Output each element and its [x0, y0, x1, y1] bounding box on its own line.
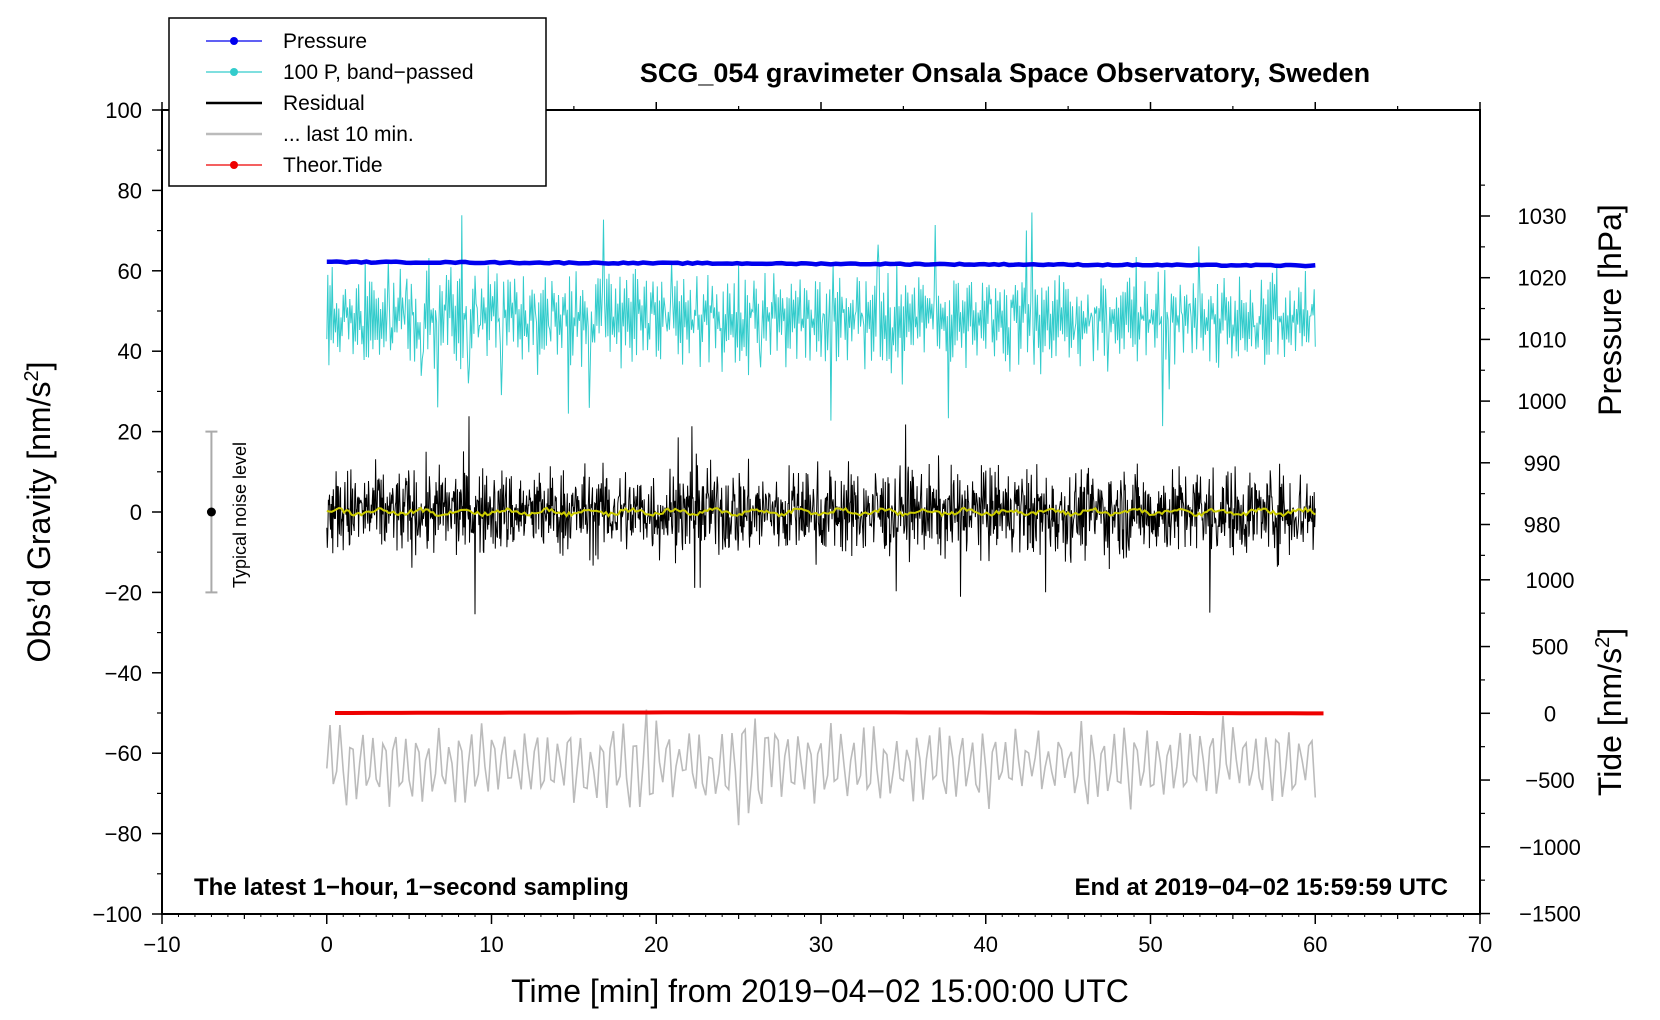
y-axis-title: Obs’d Gravity [nm/s2] [21, 362, 57, 663]
x-tick-label: 0 [321, 932, 333, 957]
pressure-tick-label: 1000 [1518, 389, 1567, 414]
tide-tick-label: 500 [1532, 635, 1569, 660]
end-time-note: End at 2019−04−02 15:59:59 UTC [1074, 874, 1448, 901]
y-tick-label: 0 [130, 500, 142, 525]
y-axis-title-sup: 2 [21, 370, 43, 381]
noise-level-label: Typical noise level [230, 442, 250, 588]
y-tick-label: −20 [105, 580, 142, 605]
legend-label: Residual [283, 92, 365, 115]
noise-center-dot [206, 507, 216, 517]
y-axis-title-end: ] [21, 362, 57, 371]
x-tick-label: 50 [1138, 932, 1162, 957]
series-theor-tide [335, 710, 1324, 716]
legend-label: Theor.Tide [283, 154, 383, 177]
legend-swatch-dot [230, 37, 238, 45]
y-tick-label: −60 [105, 741, 142, 766]
tide-axis-title: Tide [nm/s2] [1592, 628, 1628, 796]
tide-tick-label: −1000 [1519, 835, 1581, 860]
tide-tick-label: 1000 [1526, 568, 1575, 593]
series-last-10-min [326, 709, 1317, 826]
chart-title: SCG_054 gravimeter Onsala Space Observat… [640, 58, 1370, 88]
x-tick-label: 10 [479, 932, 503, 957]
pressure-tick-label: 1020 [1518, 266, 1567, 291]
series-smoothed-residual [326, 506, 1316, 518]
x-tick-label: 30 [809, 932, 833, 957]
legend-label: Pressure [283, 30, 367, 53]
series-pressure [326, 259, 1316, 269]
y-tick-label: −40 [105, 661, 142, 686]
legend-swatch-dot [230, 161, 238, 169]
series-residual [326, 416, 1316, 615]
y-tick-label: 40 [118, 339, 142, 364]
tide-tick-label: −500 [1525, 768, 1575, 793]
axes-layer: −10 0 10 20 30 40 50 60 70−100−80−60−40−20020406… [92, 98, 1580, 957]
y-tick-label: −100 [92, 902, 142, 927]
tide-axis-title-end: ] [1592, 628, 1628, 637]
legend: Pressure 100 P, band−passed Residual ... la… [168, 17, 547, 187]
y-tick-label: 20 [118, 420, 142, 445]
tide-tick-label: 0 [1544, 701, 1556, 726]
pressure-tick-label: 1030 [1518, 204, 1567, 229]
y-tick-label: −80 [105, 822, 142, 847]
tide-axis-title-sup: 2 [1592, 637, 1614, 648]
pressure-tick-label: 1010 [1518, 327, 1567, 352]
tide-axis-title-main: Tide [nm/s [1592, 648, 1628, 796]
pressure-axis-title: Pressure [hPa] [1592, 204, 1628, 416]
legend-label: ... last 10 min. [283, 123, 414, 146]
y-tick-label: 100 [105, 98, 142, 123]
sampling-note: The latest 1−hour, 1−second sampling [194, 874, 629, 901]
x-tick-label: 40 [974, 932, 998, 957]
x-tick-label: 70 [1468, 932, 1492, 957]
x-tick-label: 20 [644, 932, 668, 957]
x-tick-label: 60 [1303, 932, 1327, 957]
legend-swatch-dot [230, 68, 238, 76]
y-axis-title-main: Obs’d Gravity [nm/s [21, 382, 57, 663]
pressure-tick-label: 990 [1524, 451, 1561, 476]
legend-items: Pressure 100 P, band−passed Residual ... la… [206, 30, 474, 177]
legend-label: 100 P, band−passed [283, 61, 474, 84]
x-axis-title: Time [min] from 2019−04−02 15:00:00 UTC [511, 973, 1129, 1009]
series-layer [205, 212, 1324, 826]
tide-tick-label: −1500 [1519, 902, 1581, 927]
pressure-tick-label: 980 [1524, 513, 1561, 538]
y-tick-label: 60 [118, 259, 142, 284]
y-tick-label: 80 [118, 178, 142, 203]
x-tick-label: −10 [143, 932, 180, 957]
series-band-passed-pressure [326, 212, 1316, 427]
